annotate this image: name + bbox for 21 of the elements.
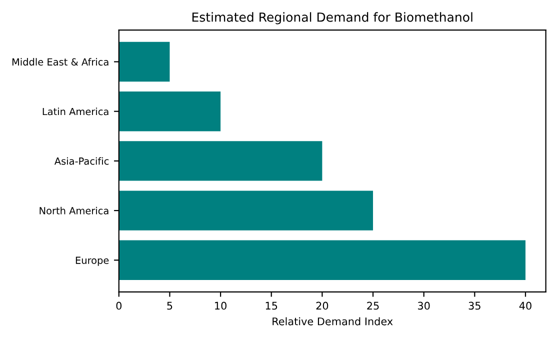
x-tick-label: 5 xyxy=(167,302,172,310)
x-axis-title: Relative Demand Index xyxy=(272,317,393,326)
bar xyxy=(118,240,526,280)
y-tick-label: North America xyxy=(40,206,108,214)
x-tick-label: 30 xyxy=(418,302,430,310)
x-tick-label: 20 xyxy=(316,302,328,310)
chart-title: Estimated Regional Demand for Biomethanol xyxy=(192,12,472,24)
x-tick-label: 15 xyxy=(266,302,278,310)
bar xyxy=(118,92,221,132)
x-tick-label: 25 xyxy=(367,302,379,310)
x-tick-label: 35 xyxy=(468,302,480,310)
bar xyxy=(118,141,322,181)
x-tick-label: 0 xyxy=(116,302,122,310)
y-tick-label: Europe xyxy=(76,256,109,266)
y-tick-label: Middle East & Africa xyxy=(12,58,108,66)
y-tick-label: Asia-Pacific xyxy=(54,157,109,165)
x-tick-label: 40 xyxy=(519,302,532,310)
x-tick-label: 10 xyxy=(215,302,226,310)
y-tick-label: Latin America xyxy=(42,108,108,116)
bar xyxy=(118,190,374,230)
bar xyxy=(118,42,170,82)
